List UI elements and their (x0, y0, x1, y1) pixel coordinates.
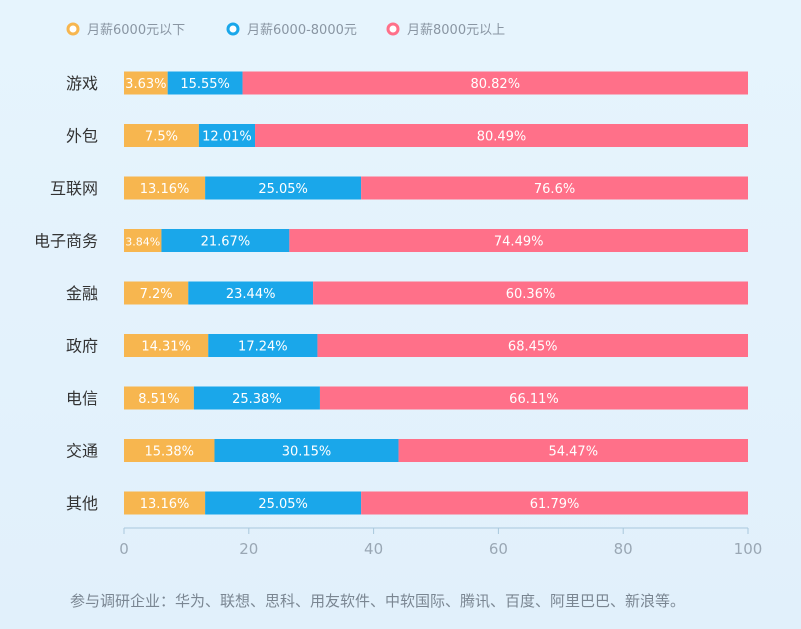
bar-segment (255, 124, 749, 147)
category-label: 金融 (66, 284, 98, 303)
category-label: 电信 (66, 389, 98, 408)
bar-segment (188, 281, 314, 305)
bar-segment (124, 334, 209, 357)
data-label: 12.01% (202, 130, 252, 145)
bar-segment (124, 386, 194, 410)
bar-segment (398, 439, 748, 462)
category-label: 电子商务 (34, 232, 98, 251)
legend-label: 月薪8000元以上 (407, 23, 505, 38)
bar-segment (361, 491, 748, 515)
data-label: 21.67% (201, 235, 251, 250)
data-label: 13.16% (140, 182, 190, 197)
data-label: 17.24% (238, 340, 288, 355)
data-label: 7.2% (140, 287, 173, 302)
bar-segment (317, 334, 748, 357)
data-label: 60.36% (506, 287, 556, 302)
x-tick-label: 0 (119, 540, 129, 558)
bar-segment (124, 439, 215, 462)
data-label: 14.31% (141, 340, 191, 355)
legend-label: 月薪6000-8000元 (247, 23, 357, 38)
legend-marker-icon (226, 22, 240, 36)
bar-segment (214, 439, 399, 462)
data-label: 76.6% (534, 182, 575, 197)
legend-item: 月薪6000元以下 (66, 22, 185, 38)
bar-segment (205, 491, 362, 515)
x-tick-label: 60 (489, 540, 508, 558)
bar-segment (124, 124, 199, 147)
data-label: 61.79% (530, 497, 580, 512)
bar-segment (205, 176, 362, 200)
survey-footnote: 参与调研企业：华为、联想、思科、用友软件、中软国际、腾讯、百度、阿里巴巴、新浪等… (70, 592, 686, 610)
bar-segment (124, 176, 206, 200)
x-tick-label: 100 (734, 540, 763, 558)
category-label: 外包 (66, 127, 98, 146)
bar-segment (242, 71, 748, 95)
category-label: 政府 (66, 337, 98, 356)
data-label: 74.49% (494, 235, 544, 250)
legend-item: 月薪8000元以上 (386, 22, 505, 38)
category-label: 互联网 (50, 179, 98, 198)
bar-segment (167, 71, 243, 95)
bar-segment (161, 229, 290, 252)
category-label: 交通 (66, 442, 98, 461)
legend-marker-icon (66, 22, 80, 36)
bar-segment (289, 229, 748, 252)
data-label: 66.11% (509, 392, 559, 407)
bar-segment (124, 71, 168, 95)
data-label: 68.45% (508, 340, 558, 355)
data-label: 80.82% (470, 77, 520, 92)
data-label: 15.38% (144, 445, 194, 460)
legend-label: 月薪6000元以下 (87, 23, 185, 38)
data-label: 25.38% (232, 392, 282, 407)
data-label: 23.44% (226, 287, 276, 302)
data-label: 80.49% (477, 130, 527, 145)
legend-marker-icon (386, 22, 400, 36)
bar-segment (124, 281, 189, 305)
bar-segment (313, 281, 748, 305)
data-label: 3.63% (125, 77, 166, 92)
data-label: 15.55% (180, 77, 230, 92)
data-label: 8.51% (138, 392, 179, 407)
data-label: 3.84% (125, 236, 160, 249)
data-label: 13.16% (140, 497, 190, 512)
bar-segment (361, 176, 748, 200)
x-tick-label: 80 (614, 540, 633, 558)
bar-segment (319, 386, 748, 410)
bar-segment (124, 229, 162, 252)
legend-item: 月薪6000-8000元 (226, 22, 357, 38)
x-tick-label: 40 (364, 540, 383, 558)
category-label: 其他 (66, 494, 98, 513)
bar-segment (198, 124, 256, 147)
data-label: 30.15% (282, 445, 332, 460)
data-label: 54.47% (548, 445, 598, 460)
category-label: 游戏 (66, 74, 98, 93)
data-label: 25.05% (258, 182, 308, 197)
x-tick-label: 20 (239, 540, 258, 558)
bar-segment (208, 334, 318, 357)
bar-segment (193, 386, 320, 410)
data-label: 7.5% (145, 130, 178, 145)
data-label: 25.05% (258, 497, 308, 512)
bar-segment (124, 491, 206, 515)
